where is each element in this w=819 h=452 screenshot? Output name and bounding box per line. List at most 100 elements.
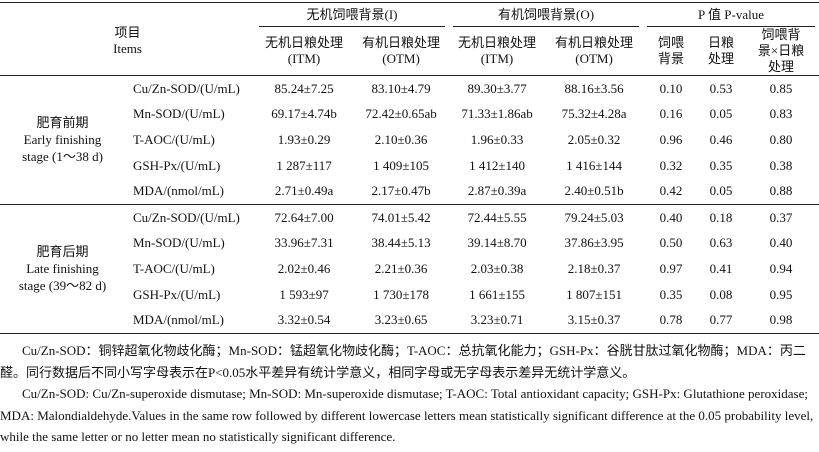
cell-value: 3.23±0.65: [374, 312, 428, 328]
text-line: Late finishing: [26, 261, 99, 277]
cell-value: 0.95: [769, 286, 793, 302]
table-row: 肥育后期 Late finishing stage (39～82 d) Cu/Zn-S…: [0, 203, 819, 334]
cell-value: 2.17±0.47b: [371, 183, 431, 199]
cell-value: 0.94: [769, 260, 793, 276]
table-row: Mn-SOD/(U/mL) 69.17±4.74b 72.42±0.65ab 71.3…: [0, 102, 819, 128]
cell-value: 0.96: [659, 131, 683, 147]
cell-value: 2.71±0.49a: [274, 183, 334, 199]
measure-label: MDA/(nmol/mL): [133, 183, 224, 199]
text-line: (OTM): [382, 51, 420, 66]
measure-label: Mn-SOD/(U/mL): [133, 106, 225, 122]
subheader: 有机日粮处理 (OTM): [353, 27, 450, 76]
table-row: GSH-Px/(U/mL) 1 287±117 1 409±105 1 412±140…: [0, 153, 819, 179]
cell-value: 0.10: [643, 74, 700, 102]
cell-value: 0.41: [709, 260, 733, 276]
cell-value: 0.40: [769, 235, 793, 251]
text-line: (OTM): [575, 51, 613, 66]
text-line: 有机日粮处理: [555, 35, 634, 50]
text-line: 有机日粮处理: [362, 35, 441, 50]
cell-value: 1.93±0.29: [277, 131, 331, 147]
measure-label: T-AOC/(U/mL): [133, 131, 215, 147]
group-header: 有机饲喂背景(O): [449, 3, 643, 28]
cell-value: 88.16±3.56: [545, 74, 644, 102]
cell-value: 72.42±0.65ab: [365, 106, 437, 122]
text-line: 项目: [114, 24, 141, 40]
cell-value: 2.87±0.39a: [467, 183, 527, 199]
cell-value: 0.78: [659, 312, 683, 328]
cell-value: 3.32±0.54: [277, 312, 331, 328]
cell-value: 75.32±4.28a: [561, 106, 627, 122]
cell-value: 37.86±3.95: [564, 235, 624, 251]
cell-value: 1 807±151: [566, 286, 622, 302]
cell-value: 85.24±7.25: [255, 74, 354, 102]
text-line: (ITM): [480, 51, 514, 66]
cell-value: 0.08: [709, 286, 733, 302]
text-line: Items: [113, 40, 142, 56]
subheader: 无机日粮处理 (ITM): [449, 27, 546, 76]
cell-value: 1 593±97: [279, 286, 329, 302]
header-row: 项目 Items 无机饲喂背景(I) 有机饲喂背景(O) P 值 P-value: [0, 2, 819, 76]
text-line: 日粮: [708, 35, 735, 50]
cell-value: 0.80: [769, 131, 793, 147]
cell-value: 0.97: [659, 260, 683, 276]
cell-value: 0.35: [709, 157, 733, 173]
cell-value: 3.23±0.71: [470, 312, 524, 328]
table-row: MDA/(nmol/mL) 2.71±0.49a 2.17±0.47b 2.87±0.…: [0, 178, 819, 204]
table-row: GSH-Px/(U/mL) 1 593±97 1 730±178 1 661±155 1…: [0, 282, 819, 308]
table-row: Mn-SOD/(U/mL) 33.96±7.31 38.44±5.13 39.14±8…: [0, 231, 819, 257]
cell-value: 0.16: [659, 106, 683, 122]
cell-value: 0.46: [709, 131, 733, 147]
text-line: 饲喂背: [761, 27, 801, 42]
text-line: Early finishing: [23, 132, 102, 148]
text-line: 处理: [708, 51, 735, 66]
table-row: MDA/(nmol/mL) 3.32±0.54 3.23±0.65 3.23±0.71…: [0, 307, 819, 333]
cell-value: 0.77: [709, 312, 733, 328]
group-label: P 值 P-value: [647, 4, 816, 27]
cell-value: 0.53: [699, 74, 744, 102]
cell-value: 79.24±5.03: [545, 203, 644, 231]
text-line: stage (1～38 d): [22, 149, 103, 165]
measure-label: Cu/Zn-SOD/(U/mL): [125, 203, 256, 231]
cell-value: 1 730±178: [373, 286, 429, 302]
stage-label: 肥育前期 Early finishing stage (1～38 d): [0, 75, 125, 205]
measure-label: Mn-SOD/(U/mL): [133, 235, 225, 251]
cell-value: 0.18: [699, 203, 744, 231]
cell-value: 0.32: [659, 157, 683, 173]
cell-value: 1 409±105: [373, 157, 429, 173]
cell-value: 0.37: [743, 203, 819, 231]
text-line: 背景: [658, 51, 685, 66]
cell-value: 39.14±8.70: [467, 235, 527, 251]
text-line: 无机日粮处理: [458, 35, 537, 50]
cell-value: 2.05±0.32: [567, 131, 621, 147]
cell-value: 0.50: [659, 235, 683, 251]
cell-value: 38.44±5.13: [371, 235, 431, 251]
cell-value: 0.85: [743, 74, 819, 102]
table-body: 肥育前期 Early finishing stage (1～38 d) Cu/Zn-S…: [0, 74, 819, 334]
cell-value: 0.40: [643, 203, 700, 231]
group-header: P 值 P-value: [643, 3, 819, 28]
text-line: 处理: [768, 59, 795, 74]
cell-value: 0.83: [769, 106, 793, 122]
cell-value: 72.64±7.00: [255, 203, 354, 231]
group-header: 无机饲喂背景(I): [255, 3, 449, 28]
stage-label: 肥育后期 Late finishing stage (39～82 d): [0, 203, 125, 334]
text-line: 景×日粮: [757, 43, 805, 58]
cell-value: 2.03±0.38: [470, 260, 524, 276]
cell-value: 0.88: [769, 183, 793, 199]
cell-value: 0.98: [769, 312, 793, 328]
text-line: 无机日粮处理: [265, 35, 344, 50]
subheader: 饲喂 背景: [643, 27, 700, 76]
cell-value: 2.21±0.36: [374, 260, 428, 276]
text-line: (ITM): [287, 51, 321, 66]
cell-value: 2.10±0.36: [374, 131, 428, 147]
text-line: stage (39～82 d): [18, 278, 107, 294]
cell-value: 0.42: [659, 183, 683, 199]
note: Cu/Zn-SOD: Cu/Zn-superoxide dismutase; M…: [0, 386, 814, 444]
cell-value: 0.63: [709, 235, 733, 251]
text-line: 肥育前期: [36, 115, 89, 131]
table-row: 肥育前期 Early finishing stage (1～38 d) Cu/Zn-S…: [0, 74, 819, 205]
subheader: 无机日粮处理 (ITM): [255, 27, 354, 76]
measure-label: GSH-Px/(U/mL): [133, 286, 221, 302]
cell-value: 0.05: [709, 183, 733, 199]
